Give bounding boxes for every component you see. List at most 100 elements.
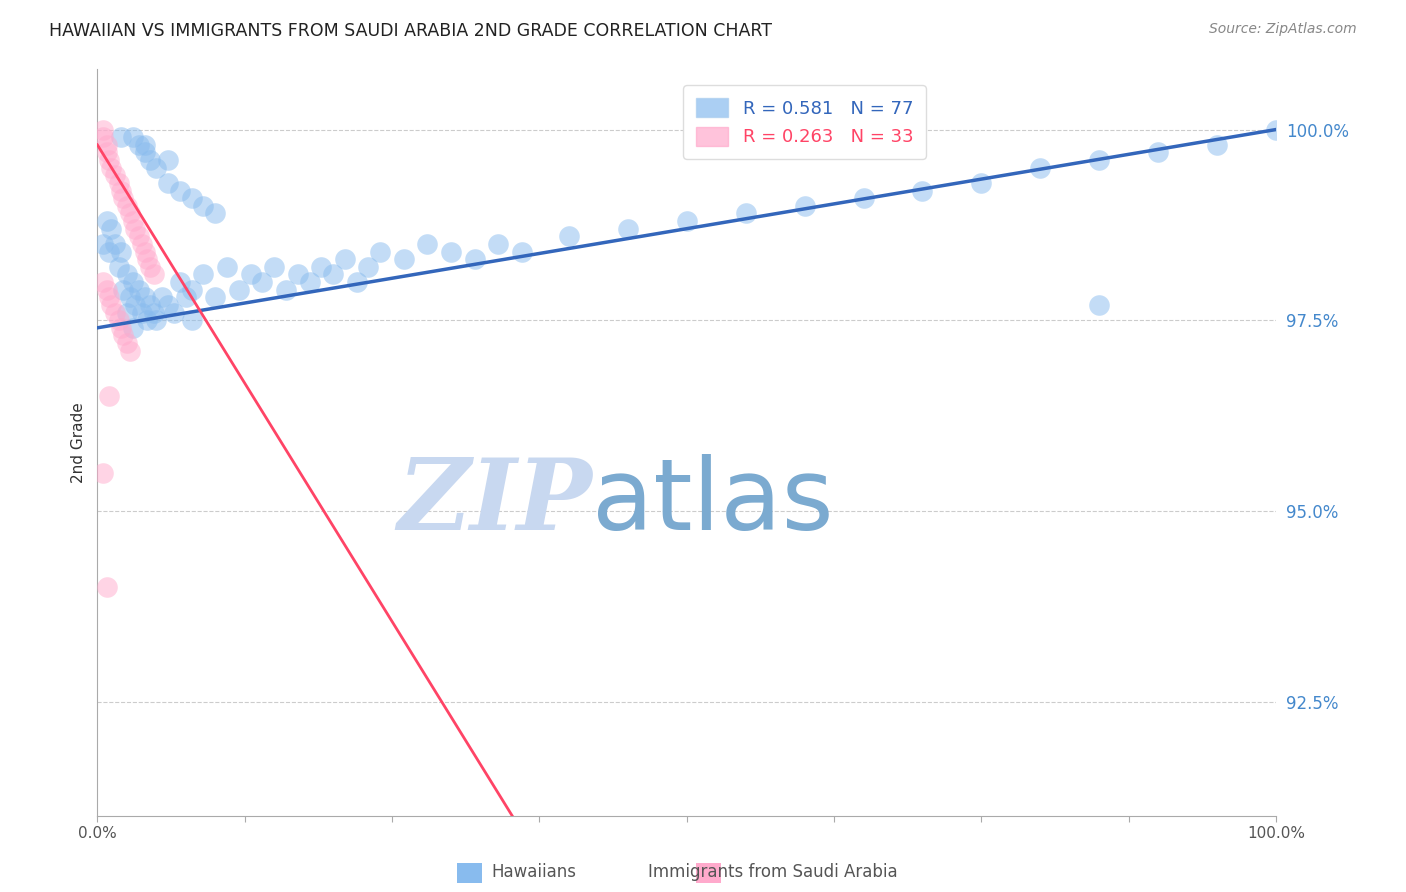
Point [346,275,368,289]
Legend: R = 0.581   N = 77, R = 0.263   N = 33: R = 0.581 N = 77, R = 0.263 N = 33 [683,85,927,159]
Point [510,244,533,259]
Point [134,244,156,259]
Point [110,184,132,198]
Point [1206,137,1229,152]
Point [120,290,142,304]
Point [1147,145,1170,160]
Point [239,268,262,282]
Point [204,290,226,304]
Point [112,328,135,343]
Point [104,305,127,319]
Point [110,130,132,145]
Text: Source: ZipAtlas.com: Source: ZipAtlas.com [1209,22,1357,37]
Text: Immigrants from Saudi Arabia: Immigrants from Saudi Arabia [648,863,898,881]
Point [134,290,156,304]
Point [110,321,132,335]
Point [150,290,173,304]
Point [263,260,285,274]
Point [1029,161,1052,175]
Point [128,137,150,152]
Point [1088,153,1111,167]
Point [252,275,274,289]
Point [115,268,138,282]
Point [193,199,215,213]
Point [96,214,118,228]
Point [1088,298,1111,312]
Text: ZIP: ZIP [398,454,592,550]
Point [124,298,146,312]
Point [852,191,875,205]
Point [416,236,439,251]
Point [298,275,321,289]
Point [392,252,415,267]
Point [675,214,697,228]
Point [368,244,391,259]
Point [96,145,118,160]
Point [107,176,129,190]
Point [104,169,127,183]
Point [115,199,138,213]
Point [115,336,138,351]
Point [180,283,202,297]
Point [104,236,127,251]
Point [91,122,114,136]
Point [486,236,509,251]
Point [180,191,202,205]
Y-axis label: 2nd Grade: 2nd Grade [72,401,86,483]
Point [131,305,153,319]
Point [139,260,162,274]
Point [357,260,380,274]
Point [107,260,129,274]
Point [970,176,993,190]
Point [440,244,463,259]
Point [135,252,157,267]
Point [107,313,129,327]
Point [215,260,238,274]
Point [110,244,132,259]
Point [322,268,344,282]
Point [157,176,180,190]
Point [163,305,186,319]
Point [228,283,250,297]
Point [169,275,191,289]
Point [558,229,581,244]
Point [157,153,180,167]
Point [100,298,122,312]
Point [333,252,356,267]
Point [169,184,191,198]
Point [617,221,640,235]
Text: Hawaiians: Hawaiians [492,863,576,881]
Point [134,137,156,152]
Point [124,221,146,235]
Point [98,389,121,403]
Point [128,283,150,297]
Point [91,236,114,251]
Point [98,290,121,304]
Point [145,161,167,175]
Point [142,305,165,319]
Point [287,268,309,282]
Point [131,236,153,251]
Point [98,244,121,259]
Point [96,580,118,594]
Point [120,343,142,358]
Point [193,268,215,282]
Point [142,268,165,282]
Point [100,221,122,235]
Point [139,153,162,167]
Text: HAWAIIAN VS IMMIGRANTS FROM SAUDI ARABIA 2ND GRADE CORRELATION CHART: HAWAIIAN VS IMMIGRANTS FROM SAUDI ARABIA… [49,22,772,40]
Point [91,130,114,145]
Point [793,199,815,213]
Point [1265,122,1288,136]
Point [464,252,486,267]
Point [120,206,142,220]
Point [174,290,197,304]
Point [96,283,118,297]
Point [180,313,202,327]
Point [204,206,226,220]
Point [100,161,122,175]
Point [112,191,135,205]
Point [311,260,333,274]
Point [139,298,162,312]
Point [121,130,143,145]
